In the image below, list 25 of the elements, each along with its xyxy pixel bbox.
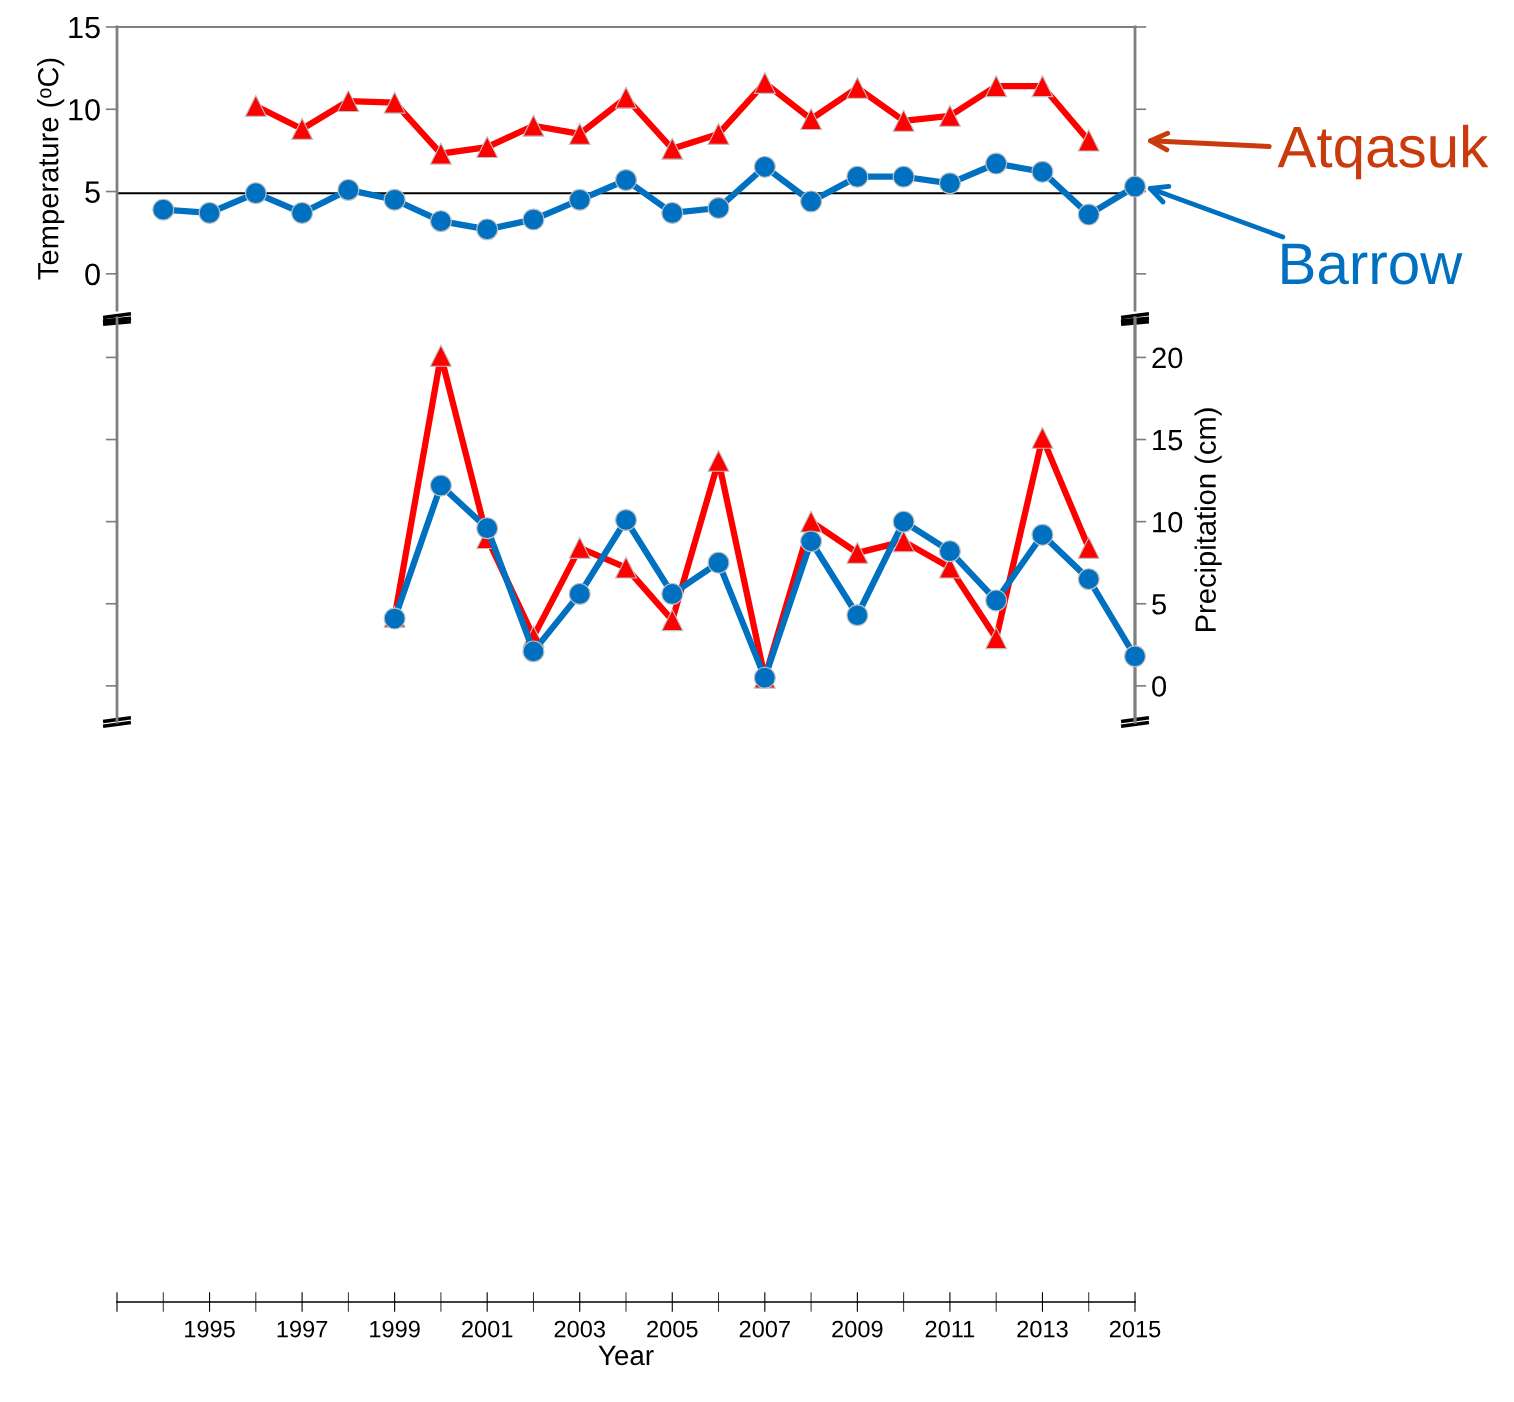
y-tick-label: 10 [69, 99, 100, 121]
y-axis-title: Temperature (ᵒC) [37, 58, 65, 280]
x-axis-title: Year [598, 1345, 654, 1366]
x-tick-label: 2001 [462, 1320, 513, 1338]
y2-tick-label: 20 [1152, 347, 1183, 369]
x-tick-label: 1995 [185, 1320, 235, 1338]
x-tick-label: 2003 [554, 1320, 605, 1338]
x-tick-label: 1997 [277, 1320, 328, 1338]
y-tick-label: 15 [69, 17, 100, 39]
y-tick-label: 5 [85, 181, 100, 203]
text: Atqasuk [1277, 124, 1489, 180]
y2-tick-label: 10 [1153, 511, 1183, 533]
x-tick-label: 2015 [1109, 1320, 1161, 1338]
x-tick-label: 2011 [925, 1320, 975, 1338]
y2-tick-label: 5 [1152, 594, 1166, 615]
y2-axis-title: Precipitation (cm) [1194, 408, 1222, 632]
x-tick-label: 2007 [739, 1320, 790, 1338]
x-tick-label: 2005 [647, 1320, 698, 1338]
text: Barrow [1282, 243, 1463, 285]
y2-tick-label: 15 [1153, 430, 1183, 451]
y-tick-label: 0 [85, 263, 100, 286]
x-tick-label: 2013 [1017, 1320, 1068, 1338]
x-tick-label: 2009 [832, 1320, 883, 1338]
y2-tick-label: 0 [1152, 676, 1167, 697]
x-tick-label: 1999 [370, 1320, 420, 1338]
